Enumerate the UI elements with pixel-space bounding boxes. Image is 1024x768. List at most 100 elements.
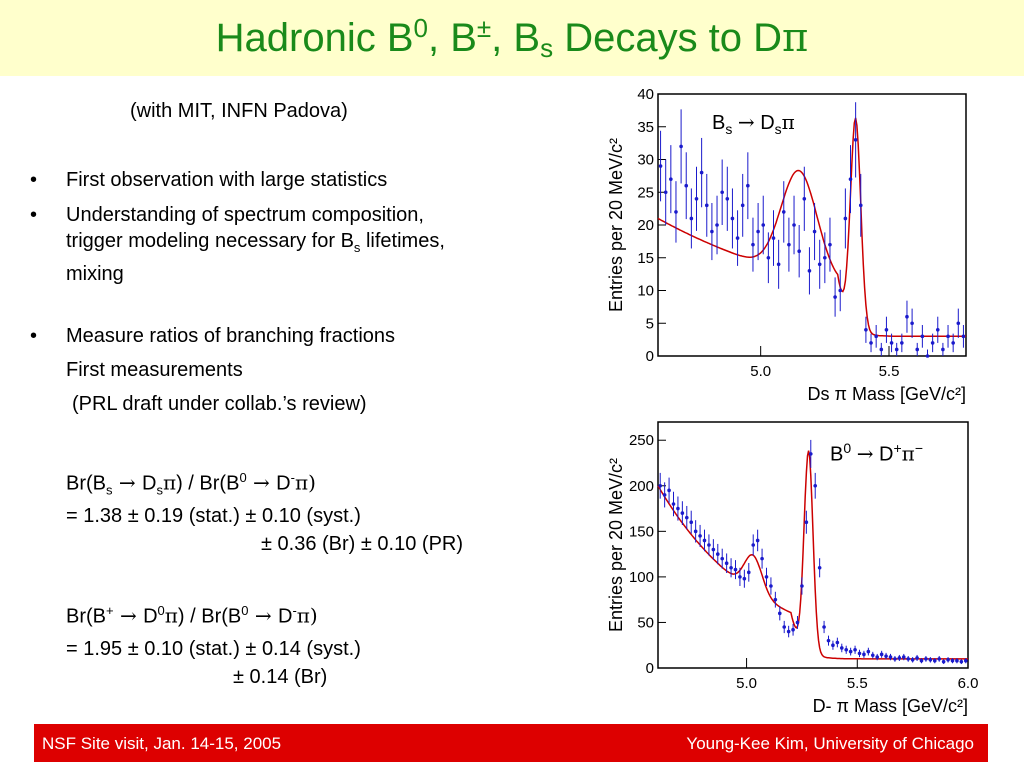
data-point — [925, 349, 930, 358]
data-point — [930, 333, 935, 353]
data-point — [879, 650, 884, 658]
footer-left: NSF Site visit, Jan. 14-15, 2005 — [42, 734, 282, 753]
data-marker — [787, 242, 791, 247]
data-marker — [925, 354, 930, 358]
data-point — [889, 333, 894, 353]
data-marker — [669, 177, 673, 181]
data-point — [707, 534, 711, 556]
data-point — [853, 102, 858, 178]
data-marker — [663, 190, 668, 195]
y-tick-label: 40 — [637, 86, 654, 103]
data-marker — [680, 511, 685, 515]
data-point — [910, 657, 915, 663]
x-tick-label: 5.5 — [847, 675, 868, 692]
data-marker — [800, 584, 804, 588]
data-point — [884, 652, 888, 660]
data-point — [663, 159, 668, 225]
data-point — [920, 325, 925, 348]
data-marker — [684, 183, 689, 188]
data-marker — [928, 658, 933, 662]
data-marker — [710, 229, 714, 234]
data-marker — [839, 646, 844, 650]
data-point — [797, 225, 801, 278]
footer-right: Young-Kee Kim, University of Chicago — [686, 734, 974, 753]
data-point — [879, 342, 884, 356]
data-point — [835, 637, 840, 648]
data-point — [689, 188, 694, 249]
data-point — [915, 654, 919, 661]
data-marker — [782, 625, 787, 629]
data-marker — [875, 655, 880, 659]
data-marker — [676, 506, 680, 511]
data-point — [905, 300, 909, 333]
bullet-text: Measure ratios of branching fractions — [66, 325, 396, 347]
data-point — [874, 325, 878, 348]
data-point — [730, 188, 735, 249]
data-point — [853, 645, 857, 654]
y-tick-label: 5 — [646, 315, 654, 332]
data-marker — [869, 341, 873, 345]
data-point — [833, 277, 837, 317]
data-marker — [862, 652, 866, 657]
y-tick-label: 15 — [637, 250, 654, 267]
data-point — [662, 482, 667, 508]
data-point — [751, 534, 756, 556]
data-marker — [930, 341, 935, 345]
data-marker — [915, 347, 920, 352]
data-point — [951, 333, 955, 353]
y-tick-label: 50 — [637, 614, 654, 631]
data-point — [694, 166, 699, 231]
data-marker — [658, 483, 663, 488]
data-marker — [857, 651, 862, 656]
data-marker — [773, 597, 778, 602]
data-point — [671, 491, 676, 517]
data-point — [901, 653, 906, 661]
data-marker — [963, 658, 968, 663]
data-marker — [769, 584, 773, 588]
data-marker — [795, 620, 800, 625]
data-marker — [720, 556, 725, 561]
data-marker — [674, 210, 678, 214]
data-marker — [894, 347, 899, 352]
data-marker — [932, 658, 937, 663]
data-marker — [906, 657, 911, 661]
data-point — [828, 217, 832, 272]
data-point — [676, 496, 680, 521]
data-marker — [843, 216, 848, 221]
bullet-text: First observation with large statistics — [66, 169, 388, 191]
data-marker — [848, 649, 853, 654]
data-point — [823, 232, 827, 284]
data-point — [771, 210, 776, 266]
data-point — [729, 558, 733, 578]
data-point — [742, 569, 747, 588]
data-marker — [833, 295, 837, 299]
data-marker — [707, 543, 711, 547]
data-marker — [941, 659, 946, 664]
data-marker — [817, 262, 822, 267]
plot-frame — [657, 421, 969, 669]
fit-curve — [657, 117, 966, 338]
data-marker — [844, 647, 849, 652]
data-point — [715, 195, 719, 255]
data-marker — [919, 658, 924, 663]
b0-mass-plot: 0 50 100 150 200 250 5.0 5.5 6.0 D- π Mass [GeV/c… — [606, 421, 978, 716]
data-marker — [950, 658, 955, 663]
data-point — [795, 616, 800, 629]
data-marker — [760, 556, 764, 561]
data-marker — [711, 547, 716, 552]
data-point — [738, 567, 742, 586]
data-point — [870, 651, 875, 659]
data-marker — [893, 657, 897, 661]
data-marker — [699, 170, 704, 175]
data-marker — [853, 647, 857, 652]
y-tick-label: 200 — [629, 478, 654, 495]
data-point — [804, 510, 809, 534]
data-marker — [884, 328, 889, 332]
data-point — [711, 539, 716, 560]
data-marker — [835, 640, 840, 645]
data-marker — [764, 575, 769, 579]
data-point — [699, 137, 704, 208]
data-point — [924, 656, 928, 662]
data-marker — [724, 561, 729, 566]
data-marker — [910, 658, 915, 662]
